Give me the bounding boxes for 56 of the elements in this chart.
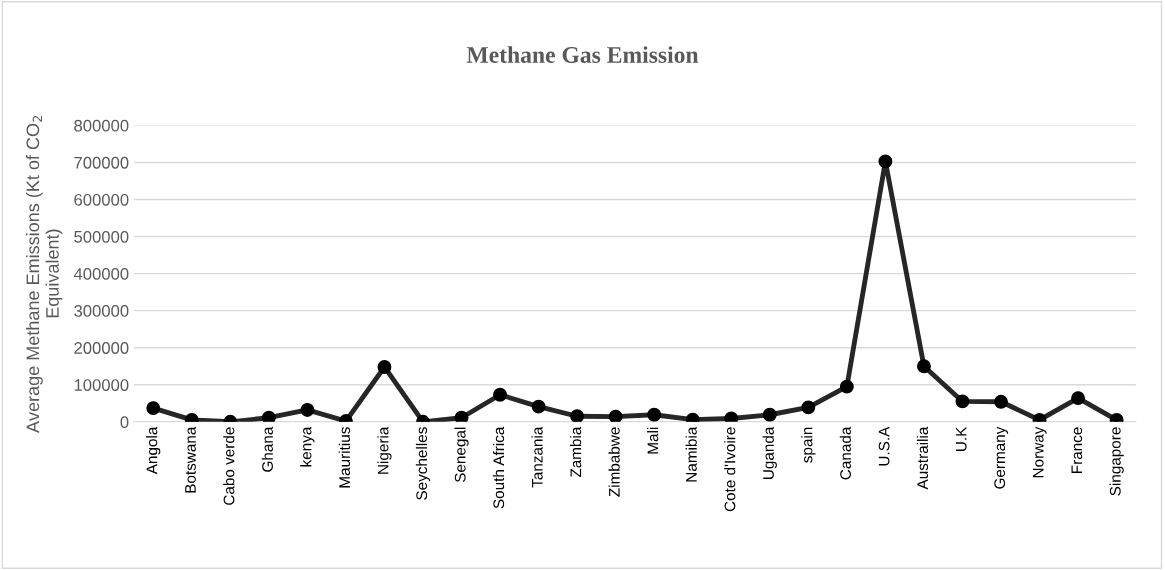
x-tick-label: South Africa: [492, 426, 505, 509]
y-tick-label: 500000: [74, 230, 129, 243]
x-tick-label: kenya: [300, 426, 315, 467]
y-tick-label: 400000: [73, 268, 129, 280]
x-tick-label: U.S.A: [878, 426, 890, 466]
point: [916, 359, 931, 374]
x-tick-label: Ghana: [261, 426, 273, 472]
x-tick-label: Cote d'Ivoire: [724, 427, 736, 512]
y-tick-label: 800000: [74, 119, 129, 132]
x-tick-label: Seychelles: [415, 427, 431, 500]
x-tick-label: Germany: [994, 426, 1009, 489]
point: [493, 387, 507, 402]
point: [762, 407, 777, 422]
x-tick-label: Canada: [839, 426, 851, 480]
point: [570, 409, 585, 422]
x-tick-label: Botswana: [185, 426, 196, 493]
x-tick-label: Mali: [647, 427, 659, 454]
x-tick-label: U.K: [955, 426, 967, 451]
x-tick-label: Zambia: [570, 426, 582, 478]
point: [839, 379, 854, 394]
x-tick-label: Cabo verde: [223, 427, 235, 505]
x-tick-label: Mauritius: [338, 427, 351, 488]
y-tick-label: 600000: [74, 193, 129, 206]
x-tick-label: Namibia: [685, 426, 697, 482]
y-tick-label: 700000: [74, 156, 129, 169]
point: [261, 410, 276, 422]
point: [724, 411, 739, 422]
x-tick-label: Tanzania: [531, 426, 543, 488]
x-tick-label: Norway: [1032, 426, 1047, 478]
point: [300, 402, 315, 417]
point: [1071, 391, 1086, 406]
x-tick-label: Senegal: [454, 427, 469, 483]
y-tick-label: 100000: [74, 379, 129, 391]
point: [454, 410, 469, 422]
x-tick-label: spain: [801, 427, 816, 463]
x-tick-label: Zimbabwe: [608, 427, 620, 497]
point: [146, 401, 161, 416]
point: [878, 154, 893, 169]
point: [955, 394, 970, 409]
point: [647, 407, 662, 422]
y-tick-label: 200000: [74, 342, 129, 354]
x-tick-label: Angola: [146, 426, 161, 475]
point: [608, 409, 623, 422]
point: [377, 360, 392, 374]
x-tick-label: Nigeria: [377, 426, 392, 474]
y-tick-label: 0: [120, 416, 129, 428]
text: Average Methane Emissions (Kt of CO$_{2}$ Equivalent): [25, 116, 63, 433]
chart-title: Methane Gas Emission: [466, 46, 699, 63]
x-tick-label: Uganda: [762, 426, 777, 479]
point: [801, 400, 816, 415]
y-tick-label: 300000: [74, 305, 129, 317]
x-tick-label: Singapore: [1109, 427, 1124, 496]
x-tick-label: Austrailia: [916, 426, 929, 490]
point: [531, 399, 546, 414]
point: [994, 394, 1008, 409]
x-tick-label: France: [1071, 427, 1083, 473]
